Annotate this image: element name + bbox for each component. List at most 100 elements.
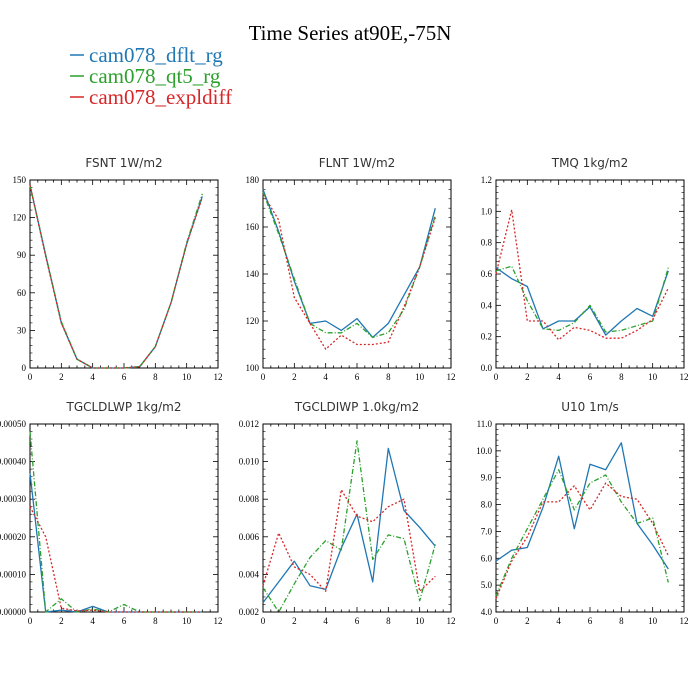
plot-frame (495, 423, 685, 613)
y-tick-label: 0.008 (239, 494, 260, 504)
y-tick-label: 90 (17, 250, 27, 260)
y-tick-label: 0.00050 (0, 419, 27, 429)
x-tick-label: 0 (494, 616, 499, 626)
panel-tgcldlwp: TGCLDLWP 1kg/m2 0 2 4 6 8 10 12 0.00000 0.00010 0.… (0, 400, 223, 626)
x-tick-label: 4 (323, 372, 328, 382)
y-tick-label: 10.0 (476, 446, 492, 456)
y-tick-label: 11.0 (477, 419, 493, 429)
panel-title: TGCLDIWP 1.0kg/m2 (294, 400, 419, 414)
series-line-expldiff (495, 209, 669, 341)
x-tick-label: 8 (386, 372, 391, 382)
x-tick-label: 12 (214, 616, 223, 626)
plot-frame (29, 179, 219, 369)
y-tick-label: 0.6 (481, 269, 493, 279)
x-tick-label: 12 (447, 616, 456, 626)
x-tick-label: 10 (648, 372, 658, 382)
y-tick-label: 150 (13, 175, 27, 185)
y-tick-label: 60 (17, 288, 27, 298)
x-tick-label: 2 (59, 372, 64, 382)
y-tick-label: 0.004 (239, 569, 260, 579)
x-tick-label: 12 (447, 372, 456, 382)
series-line-dflt (29, 184, 203, 369)
y-tick-label: 0 (22, 363, 27, 373)
y-tick-label: 0.00040 (0, 457, 27, 467)
y-tick-label: 7.0 (481, 526, 493, 536)
y-tick-label: 0.010 (239, 457, 260, 467)
series-line-dflt (29, 472, 203, 613)
y-tick-label: 120 (13, 213, 27, 223)
series-line-expldiff (262, 193, 436, 350)
x-tick-label: 10 (648, 616, 658, 626)
plot-frame (495, 179, 685, 369)
figure-title: Time Series at90E,-75N (249, 21, 452, 45)
x-tick-label: 12 (680, 616, 689, 626)
x-tick-label: 6 (122, 616, 127, 626)
series-line-dflt (262, 189, 436, 339)
x-tick-label: 2 (292, 372, 297, 382)
x-tick-label: 4 (323, 616, 328, 626)
panel-title: TMQ 1kg/m2 (551, 156, 629, 170)
x-tick-label: 0 (261, 616, 266, 626)
x-tick-label: 4 (90, 616, 95, 626)
x-tick-label: 6 (122, 372, 127, 382)
y-tick-label: 0.00030 (0, 494, 27, 504)
legend-entry-qt5: cam078_qt5_rg (70, 64, 221, 88)
series-line-dflt (495, 442, 669, 570)
x-tick-label: 6 (588, 616, 593, 626)
x-tick-label: 4 (556, 372, 561, 382)
panel-title: FLNT 1W/m2 (319, 156, 396, 170)
x-tick-label: 12 (680, 372, 689, 382)
x-tick-label: 2 (525, 616, 530, 626)
panel-tgcldiwp: TGCLDIWP 1.0kg/m2 0 2 4 6 8 10 12 0.002 0.004 0.00… (239, 400, 456, 626)
x-tick-label: 6 (355, 372, 360, 382)
x-tick-label: 10 (415, 372, 425, 382)
legend-label-dflt: cam078_dflt_rg (89, 43, 223, 67)
x-tick-label: 4 (556, 616, 561, 626)
y-tick-label: 0.002 (239, 607, 259, 617)
legend-entry-expldiff: cam078_expldiff (70, 85, 232, 109)
legend-entry-dflt: cam078_dflt_rg (70, 43, 223, 67)
y-tick-label: 160 (246, 222, 260, 232)
plot-frame (262, 179, 452, 369)
y-tick-label: 5.0 (481, 580, 493, 590)
series-line-dflt (495, 267, 669, 336)
series-line-expldiff (29, 184, 203, 369)
y-tick-label: 1.0 (481, 206, 493, 216)
y-tick-label: 140 (246, 269, 260, 279)
x-tick-label: 10 (182, 372, 192, 382)
y-tick-label: 0.2 (481, 332, 492, 342)
panel-u10: U10 1m/s 0 2 4 6 8 10 12 4.0 5.0 6.0 7.0 8.0 9.0 10.0 1… (476, 400, 688, 626)
plot-frame (262, 423, 452, 613)
plot-frame (29, 423, 219, 613)
legend-label-qt5: cam078_qt5_rg (89, 64, 221, 88)
x-tick-label: 0 (494, 372, 499, 382)
panel-tmq: TMQ 1kg/m2 0 2 4 6 8 10 12 0.0 0.2 0.4 0.6 0.8 1.0 1.2 (481, 156, 689, 382)
panel-title: TGCLDLWP 1kg/m2 (65, 400, 181, 414)
panel-title: FSNT 1W/m2 (85, 156, 162, 170)
y-tick-label: 1.2 (481, 175, 492, 185)
y-tick-label: 120 (246, 316, 260, 326)
x-tick-label: 8 (619, 372, 624, 382)
x-tick-label: 8 (153, 616, 158, 626)
series-line-expldiff (262, 489, 436, 592)
y-tick-label: 4.0 (481, 607, 493, 617)
x-tick-label: 10 (182, 616, 192, 626)
x-tick-label: 2 (525, 372, 530, 382)
x-tick-label: 0 (28, 372, 33, 382)
y-tick-label: 0.8 (481, 238, 493, 248)
series-line-expldiff (29, 506, 203, 613)
x-tick-label: 10 (415, 616, 425, 626)
x-tick-label: 2 (292, 616, 297, 626)
x-tick-label: 6 (588, 372, 593, 382)
y-tick-label: 0.012 (239, 419, 259, 429)
series-line-qt5 (495, 469, 669, 597)
y-tick-label: 180 (246, 175, 260, 185)
x-tick-label: 8 (619, 616, 624, 626)
x-tick-label: 8 (153, 372, 158, 382)
y-tick-label: 0.00000 (0, 607, 27, 617)
series-line-expldiff (495, 482, 669, 599)
y-tick-label: 0.4 (481, 300, 493, 310)
